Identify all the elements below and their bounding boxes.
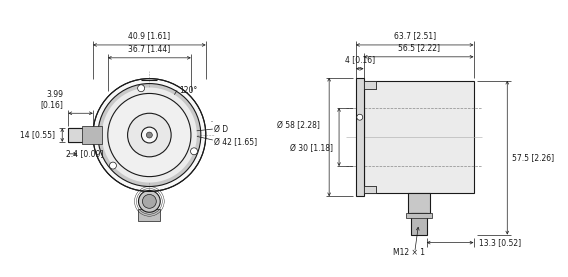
Bar: [364, 186, 375, 193]
Text: 14 [0.55]: 14 [0.55]: [20, 130, 55, 140]
Text: 36.7 [1.44]: 36.7 [1.44]: [128, 44, 170, 53]
Text: 120°: 120°: [179, 86, 197, 95]
Text: Ø 42 [1.65]: Ø 42 [1.65]: [214, 138, 257, 147]
Text: 3.99
[0.16]: 3.99 [0.16]: [40, 90, 63, 109]
Bar: [408, 193, 429, 213]
Text: Ø 30 [1.18]: Ø 30 [1.18]: [290, 144, 333, 153]
Bar: [82, 126, 102, 144]
Circle shape: [147, 132, 152, 138]
Circle shape: [108, 93, 191, 177]
Text: Ø 58 [2.28]: Ø 58 [2.28]: [277, 121, 320, 130]
Bar: [411, 213, 427, 235]
Text: 40.9 [1.61]: 40.9 [1.61]: [128, 31, 170, 40]
Circle shape: [190, 148, 198, 155]
Circle shape: [98, 84, 201, 186]
Circle shape: [143, 194, 156, 208]
Circle shape: [141, 127, 157, 143]
Bar: [68, 128, 93, 142]
Bar: [364, 81, 474, 193]
Circle shape: [102, 88, 197, 183]
Circle shape: [128, 113, 171, 157]
Text: Ø D: Ø D: [214, 125, 228, 134]
Circle shape: [139, 191, 160, 212]
Text: 57.5 [2.26]: 57.5 [2.26]: [512, 153, 554, 162]
Bar: [356, 78, 364, 196]
Circle shape: [357, 114, 363, 120]
Text: 63.7 [2.51]: 63.7 [2.51]: [394, 31, 436, 40]
Text: 56.5 [2.22]: 56.5 [2.22]: [398, 43, 440, 52]
Text: M12 × 1: M12 × 1: [393, 248, 425, 257]
Bar: [364, 81, 375, 89]
Text: 2.4 [0.09]: 2.4 [0.09]: [66, 149, 103, 158]
Text: 13.3 [0.52]: 13.3 [0.52]: [479, 238, 521, 247]
Bar: [406, 213, 432, 218]
Circle shape: [137, 85, 145, 92]
Circle shape: [110, 162, 116, 169]
Text: 4 [0.16]: 4 [0.16]: [345, 55, 375, 64]
Circle shape: [93, 79, 206, 191]
Bar: [139, 209, 160, 221]
